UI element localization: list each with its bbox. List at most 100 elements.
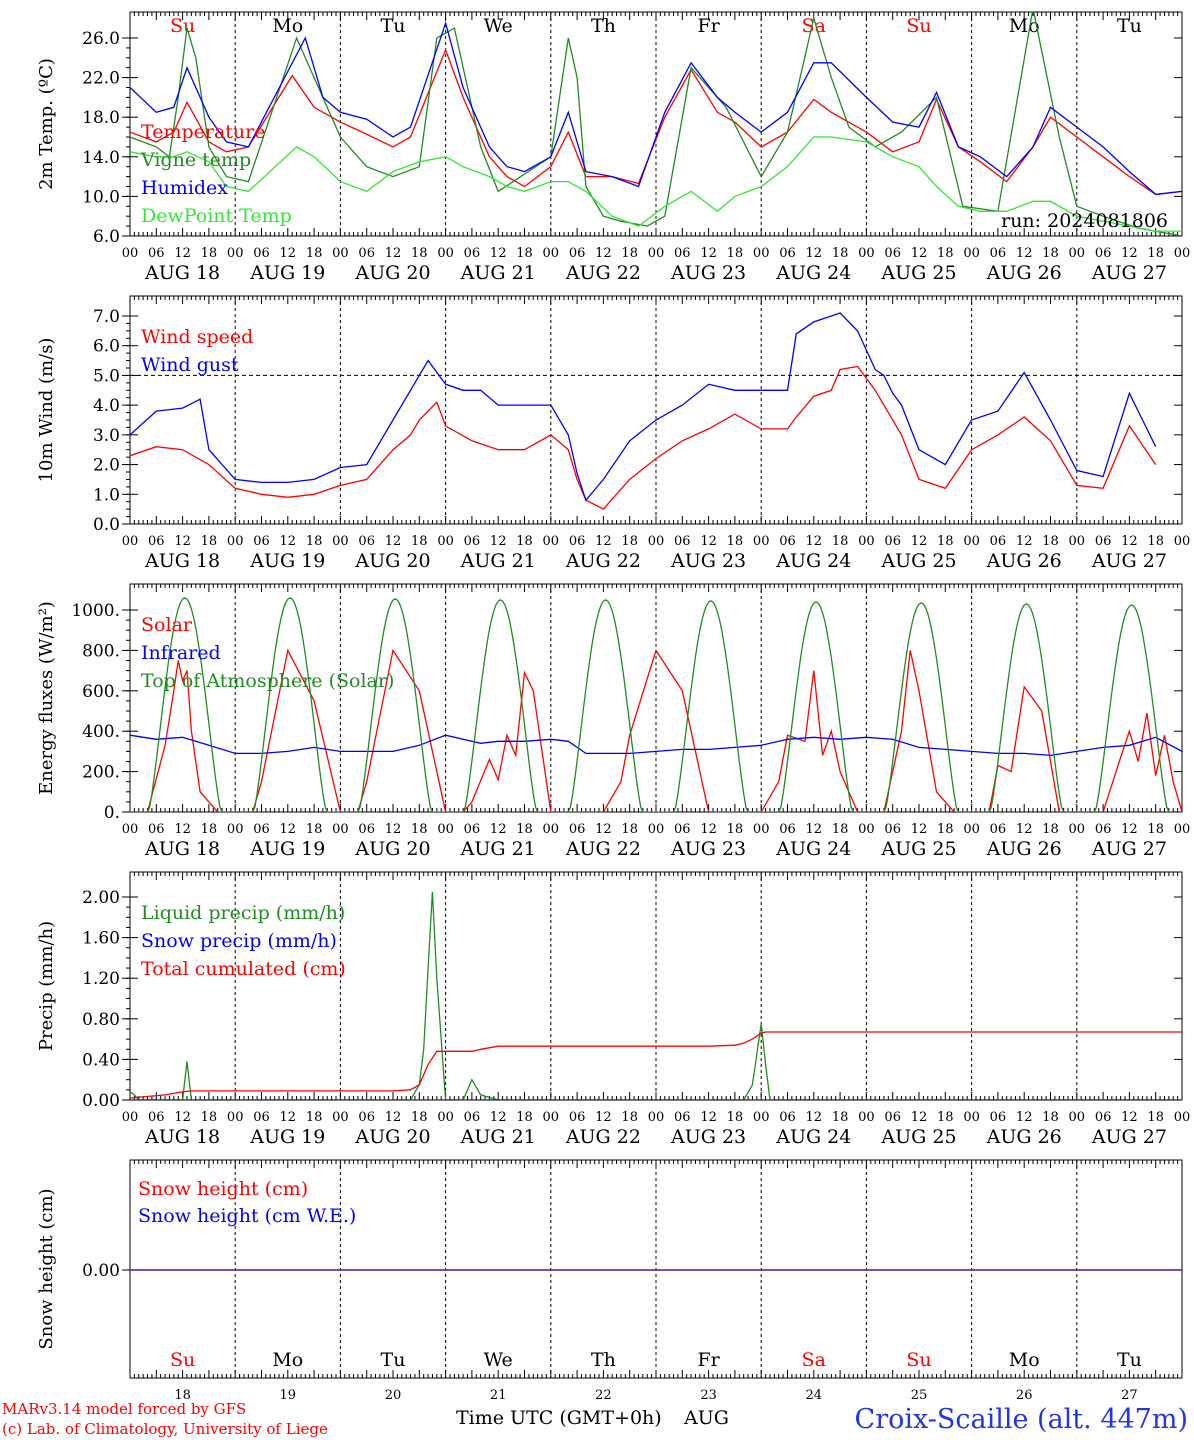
series-line-wind-speed [130,365,1157,510]
weekday-label: Tu [1117,1349,1142,1371]
date-label: AUG 27 [1091,550,1167,572]
hour-label: 00 [437,822,454,837]
legend-entry: Liquid precip (mm/h) [141,902,345,924]
hour-label: 18 [621,822,638,837]
date-label: AUG 22 [565,262,641,284]
hour-label: 18 [727,534,744,549]
hour-label: 18 [201,246,218,261]
hour-label: 18 [1147,534,1164,549]
series-group [130,312,1157,510]
footer: MARv3.14 model forced by GFS (c) Lab. of… [2,1400,1188,1438]
date-label: AUG 21 [460,262,536,284]
hour-label: 12 [911,1110,928,1125]
weekday-label: Tu [1117,15,1142,37]
hour-label: 00 [1174,822,1191,837]
legend-entry: Total cumulated (cm) [141,958,346,980]
hour-label: 18 [516,1110,533,1125]
series-line-vigne-temp [130,12,1182,236]
hour-label: 06 [990,246,1007,261]
hour-label: 00 [122,1110,139,1125]
date-label: AUG 25 [880,262,956,284]
date-label: AUG 18 [144,262,220,284]
hour-label: 06 [884,246,901,261]
series-line-wind-gust [130,312,1157,502]
hour-label: 06 [358,534,375,549]
hour-label: 12 [700,822,717,837]
hour-label: 18 [937,246,954,261]
weekday-label: Th [591,1349,616,1371]
weekday-label: Mo [272,15,303,37]
hour-label: 06 [253,534,270,549]
legend-entry: Wind speed [141,326,253,348]
weekday-label: Sa [802,1349,826,1371]
hour-label: 18 [306,246,323,261]
date-label: AUG 18 [144,550,220,572]
hour-label: 12 [911,534,928,549]
hour-label: 18 [832,534,849,549]
hour-label: 18 [727,1110,744,1125]
hour-label: 00 [753,1110,770,1125]
hour-label: 06 [884,534,901,549]
hour-label: 12 [490,246,507,261]
hour-label: 18 [1147,1110,1164,1125]
hour-label: 00 [543,534,560,549]
hour-label: 00 [227,534,244,549]
hour-label: 06 [253,822,270,837]
hour-label: 12 [280,1110,297,1125]
hour-label: 18 [621,1110,638,1125]
weekday-label: Su [170,15,195,37]
hour-label: 00 [963,246,980,261]
legend-entry: Snow height (cm W.E.) [138,1205,356,1227]
day-number-label: 25 [911,1388,928,1403]
hour-label: 00 [858,822,875,837]
hour-label: 06 [674,822,691,837]
hour-label: 06 [884,1110,901,1125]
date-label: AUG 22 [565,1126,641,1148]
y-axis-title: Precip (mm/h) [36,921,57,1051]
y-tick-label: 0.80 [82,1010,120,1030]
panels: 6.0 10.0 14.0 18.0 22.0 26.0 2m Temp. (ºC) 00 06… [36,11,1191,1403]
legend-entry: Top of Atmosphere (Solar) [141,670,394,692]
y-tick-label: 6.0 [93,227,120,247]
hour-label: 18 [832,246,849,261]
hour-label: 06 [779,246,796,261]
hour-label: 06 [569,534,586,549]
date-label: AUG 20 [354,1126,430,1148]
hour-label: 12 [280,822,297,837]
hour-label: 18 [201,1110,218,1125]
weekday-label: Mo [1009,15,1040,37]
hour-label: 12 [1121,246,1138,261]
series-group [130,891,1182,1100]
hour-label: 06 [148,246,165,261]
hour-label: 06 [990,534,1007,549]
date-label: AUG 24 [775,262,851,284]
hour-label: 00 [963,822,980,837]
hour-label: 12 [1121,822,1138,837]
hour-label: 00 [1069,534,1086,549]
hour-label: 12 [806,822,823,837]
date-label: AUG 23 [670,550,746,572]
x-axis-label: Time UTC (GMT+0h) [456,1407,662,1429]
hour-label: 18 [411,822,428,837]
hour-label: 00 [122,534,139,549]
legend-entry: Humidex [141,177,228,199]
hour-label: 18 [306,534,323,549]
hour-label: 06 [674,246,691,261]
date-label: AUG 20 [354,838,430,860]
hour-label: 00 [332,1110,349,1125]
hour-label: 18 [937,1110,954,1125]
date-label: AUG 26 [986,838,1062,860]
date-label: AUG 23 [670,1126,746,1148]
hour-label: 12 [806,1110,823,1125]
legend-entry: Solar [141,614,193,636]
weekday-label: Fr [697,15,720,37]
hour-label: 12 [595,534,612,549]
weekday-label: Sa [802,15,826,37]
day-number-label: 18 [174,1388,191,1403]
hour-label: 12 [174,534,191,549]
y-tick-label: 5.0 [93,366,120,386]
day-number-label: 19 [280,1388,297,1403]
run-label: run: 2024081806 [1001,210,1168,232]
hour-label: 18 [516,534,533,549]
weekday-label: Th [591,15,616,37]
